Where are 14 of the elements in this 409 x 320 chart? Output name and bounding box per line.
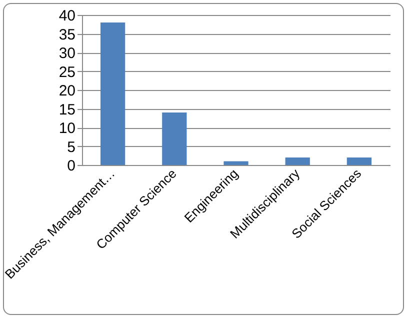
y-tick-label: 15 (58, 101, 76, 118)
y-tick-label: 35 (58, 26, 76, 44)
y-tick-label: 20 (58, 82, 76, 100)
y-tick-label: 30 (58, 45, 76, 62)
y-tick-label: 5 (67, 138, 76, 156)
y-tick-label: 40 (58, 8, 76, 24)
bar (285, 158, 310, 165)
bar (162, 112, 187, 165)
bar (100, 22, 126, 165)
bar (346, 158, 372, 165)
y-tick-label: 10 (58, 120, 76, 137)
bar (224, 161, 248, 165)
y-tick-label: 0 (67, 158, 76, 174)
y-tick-label: 25 (58, 64, 76, 81)
